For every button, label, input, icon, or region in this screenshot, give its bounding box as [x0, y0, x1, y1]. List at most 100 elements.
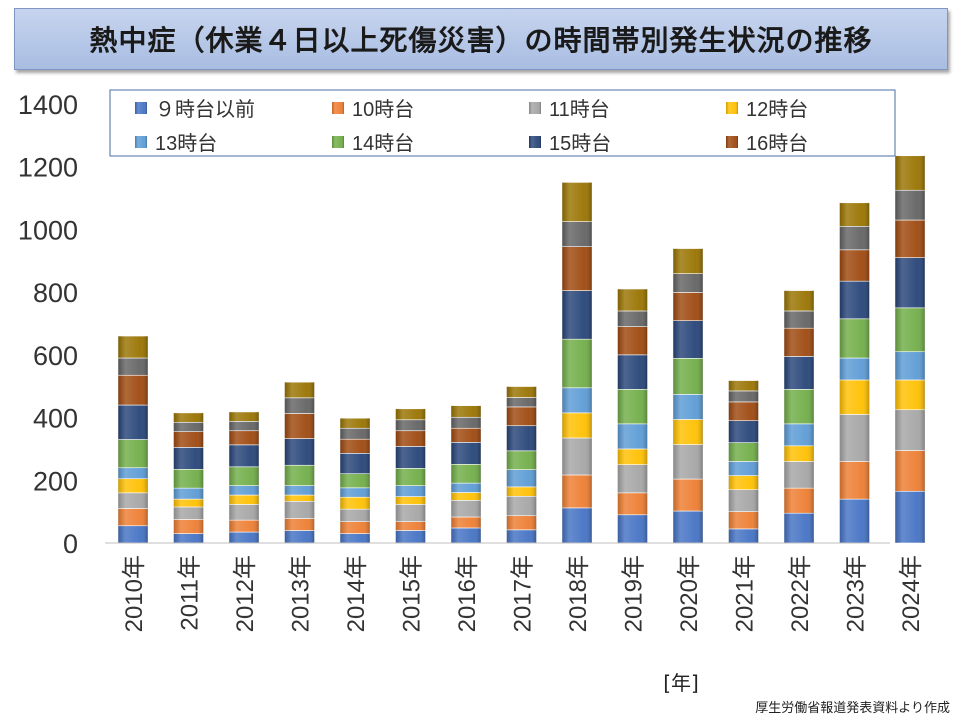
bar-segment-shade	[395, 430, 426, 447]
bar-segment	[339, 521, 371, 534]
bar-segment	[839, 202, 870, 227]
legend-label: 12時台	[746, 98, 808, 121]
legend-swatch-shade	[529, 136, 541, 148]
bar-segment	[672, 478, 704, 512]
bar-segment	[506, 529, 537, 544]
bar-segment	[450, 442, 482, 465]
y-tick-label: 600	[33, 341, 78, 371]
bar-segment-shade	[728, 442, 759, 462]
bar-segment	[173, 412, 204, 423]
legend-item: 10時台	[332, 98, 414, 121]
bar-segment-shade	[340, 509, 370, 522]
x-tick-label: 2015年	[399, 555, 426, 632]
x-tick-label: 2018年	[565, 555, 592, 632]
bar-segment-shade	[728, 390, 759, 402]
y-tick-label: 1200	[18, 153, 78, 183]
legend-swatch-shade	[332, 136, 344, 148]
bar-segment	[395, 530, 426, 544]
bar-segment-shade	[506, 486, 537, 497]
bar-segment	[395, 504, 426, 522]
bar-segment-shade	[173, 431, 204, 448]
bar-segment-shade	[229, 430, 259, 445]
bar-segment-shade	[118, 375, 148, 406]
x-tick-label: 2016年	[454, 555, 481, 632]
bar-segment-shade	[839, 226, 870, 250]
bar-segment	[839, 318, 870, 359]
bar-segment	[339, 427, 371, 440]
bar-segment-shade	[229, 444, 259, 467]
bar-segment	[672, 394, 704, 420]
bar-segment	[839, 357, 870, 381]
y-tick-label: 1000	[18, 215, 78, 245]
bar-segment-shade	[617, 492, 648, 515]
bar-segment	[339, 417, 371, 429]
bar-segment	[173, 431, 204, 448]
bar-segment-shade	[118, 439, 148, 468]
bar-segment-shade	[284, 397, 315, 414]
bar-segment-shade	[506, 515, 537, 530]
bar-segment-shade	[284, 413, 315, 439]
bar-segment	[450, 500, 482, 518]
bar-segment	[284, 381, 315, 399]
legend-swatch-shade	[332, 102, 344, 114]
bar-segment-shade	[173, 499, 204, 507]
bar-segment	[339, 533, 371, 544]
legend-label: ９時台以前	[155, 98, 255, 121]
bar-segment-shade	[617, 448, 648, 465]
bar-segment	[395, 446, 426, 469]
bar-segment	[228, 430, 260, 446]
bar-segment	[561, 246, 593, 291]
bar-segment	[894, 257, 926, 309]
bar-segment	[672, 273, 704, 293]
bar-segment-shade	[562, 290, 592, 340]
bar-segment	[228, 494, 260, 505]
bar-segment	[173, 519, 204, 534]
legend-label: 15時台	[549, 132, 611, 155]
bar-segment-shade	[895, 190, 925, 221]
bar-segment-shade	[784, 488, 814, 514]
bar-segment	[450, 482, 482, 493]
legend: ９時台以前 10時台 11時台 12時台 13時台 14時台 15時台 16時台	[109, 89, 896, 157]
bar-segment-shade	[673, 394, 703, 420]
bar-segment-shade	[728, 489, 759, 512]
bar-segment	[561, 507, 593, 544]
bar-segment-shade	[451, 442, 481, 465]
bar-segment-shade	[340, 428, 370, 440]
bar-segment-shade	[284, 518, 315, 531]
bar-segment-shade	[895, 307, 925, 352]
bar-segment-shade	[340, 439, 370, 454]
bar-segment	[783, 290, 815, 312]
bar-segment-shade	[673, 320, 703, 359]
bar-segment-shade	[118, 492, 148, 509]
bar-segment	[561, 338, 593, 389]
bar-segment	[783, 423, 815, 447]
bar-segment-shade	[895, 379, 925, 410]
bar-segment-shade	[118, 478, 148, 493]
bar-segment	[284, 494, 315, 502]
bar-segment	[728, 528, 759, 544]
bar-segment	[894, 409, 926, 451]
bar-segment	[894, 450, 926, 492]
bar-segment	[339, 496, 371, 510]
bar-segment	[228, 444, 260, 468]
x-tick-label: 2020年	[676, 555, 703, 632]
bar-segment	[617, 389, 648, 425]
bar-segment	[672, 358, 704, 395]
bar-segment	[839, 225, 870, 251]
bar-segment	[783, 327, 815, 357]
bar-segment	[395, 408, 426, 421]
bar-segment-shade	[395, 530, 426, 543]
bar-segment-shade	[395, 485, 426, 497]
x-tick-label: 2024年	[898, 555, 925, 632]
bar-segment	[228, 504, 260, 521]
bar-segment-shade	[562, 339, 592, 388]
bar-segment	[728, 475, 759, 490]
y-tick-label: 0	[63, 529, 78, 559]
x-tick-label: 2021年	[732, 555, 759, 632]
legend-label: 11時台	[549, 98, 610, 121]
bar-segment-shade	[784, 389, 814, 424]
bar-segment	[561, 474, 593, 509]
bar-segment-shade	[728, 528, 759, 543]
x-tick-label: 2022年	[787, 555, 814, 632]
bar-segment	[728, 489, 759, 512]
